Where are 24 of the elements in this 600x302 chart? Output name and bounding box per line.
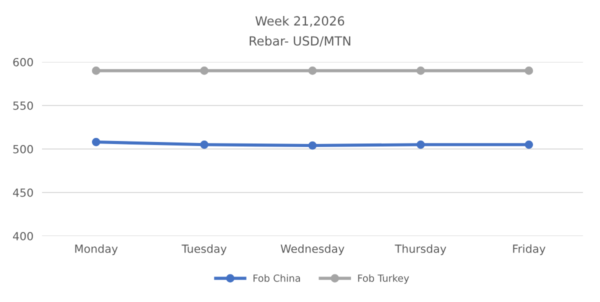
x-tick-label: Monday [75, 244, 118, 256]
point [92, 66, 100, 75]
x-tick-label: Tuesday [182, 244, 227, 256]
y-tick-label: 450 [13, 188, 33, 197]
legend-label: Fob Turkey [358, 274, 410, 284]
x-tick-label: Wednesday [280, 244, 344, 256]
point [416, 66, 425, 75]
point [200, 66, 208, 75]
y-tick-label: 400 [13, 232, 33, 240]
point [200, 140, 208, 149]
point [92, 138, 100, 146]
y-tick-label: 500 [13, 144, 33, 154]
point [308, 141, 317, 150]
point [416, 140, 425, 149]
x-tick-label: Thursday [394, 244, 446, 256]
point [524, 140, 534, 149]
y-tick-label: 600 [13, 58, 33, 66]
legend-label: Fob China [254, 274, 300, 282]
chart-subtitle: Rebar- USD/MTN [250, 36, 350, 47]
y-tick-label: 550 [13, 101, 33, 110]
x-tick-label: Friday [513, 244, 546, 256]
point [308, 66, 317, 75]
point [524, 66, 534, 75]
chart-title: Week 21,2026 [255, 16, 344, 27]
